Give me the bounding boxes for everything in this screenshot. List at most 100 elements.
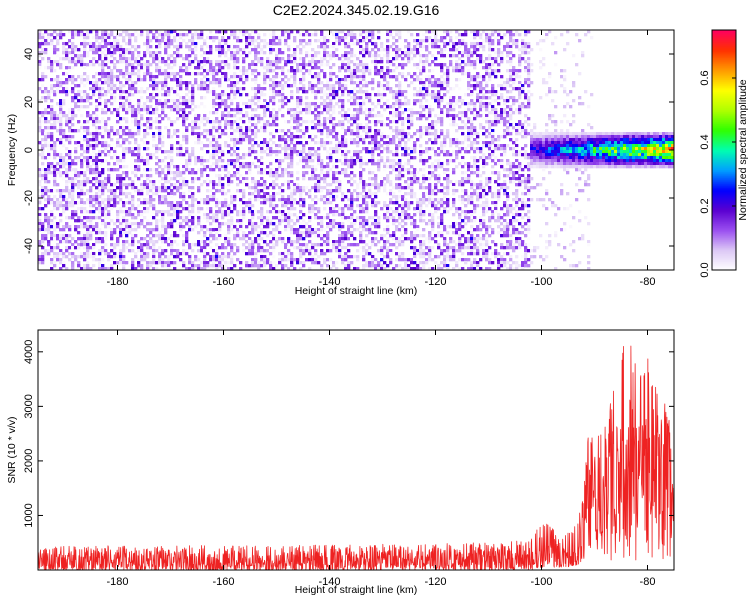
spectrogram-cell [287,156,291,160]
spectrogram-cell [296,135,300,139]
spectrogram-cell [140,117,144,121]
spectrogram-cell [206,120,210,124]
spectrogram-cell [86,30,90,34]
spectrogram-cell [359,78,363,82]
spectrogram-cell [242,102,246,106]
spectrogram-cell [323,102,327,106]
spectrogram-cell [149,222,153,226]
spectrogram-cell [104,147,108,151]
spectrogram-cell [152,54,156,58]
spectrogram-cell [167,168,171,172]
spectrogram-cell [386,33,390,37]
spectrogram-cell [200,225,204,229]
spectrogram-cell [224,117,228,121]
spectrogram-cell [212,183,216,187]
spectrogram-cell [197,66,201,70]
spectrogram-cell [386,228,390,232]
spectrogram-cell [236,36,240,40]
spectrogram-cell [374,114,378,118]
spectrogram-cell [227,126,231,130]
spectrogram-cell [347,174,351,178]
spectrogram-cell [86,120,90,124]
spectrogram-cell [326,234,330,238]
spectrogram-cell [239,165,243,169]
spectrogram-cell [167,186,171,190]
spectrogram-cell [308,141,312,145]
spectrogram-cell [329,159,333,163]
spectrogram-cell [62,90,66,94]
spectrogram-cell [302,87,306,91]
spectrogram-cell [110,96,114,100]
spectrogram-cell [65,90,69,94]
spectrogram-cell [266,120,270,124]
spectrogram-cell [245,30,249,34]
spectrogram-cell [146,105,150,109]
spectrogram-cell [44,213,48,217]
spectrogram-cell [341,60,345,64]
spectrogram-cell [368,246,372,250]
spectrogram-cell [41,72,45,76]
spectrogram-cell [107,33,111,37]
spectrogram-cell [299,78,303,82]
spectrogram-cell [50,123,54,127]
spectrogram-cell [245,114,249,118]
spectrogram-cell [320,141,324,145]
spectrogram-cell [218,225,222,229]
spectrogram-cell [185,252,189,256]
spectrogram-cell [167,153,171,157]
spectrogram-cell [212,162,216,166]
spectrogram-cell [269,162,273,166]
spectrogram-cell [242,57,246,61]
spectrogram-cell [44,132,48,136]
spectrogram-cell [254,141,258,145]
spectrogram-cell [176,168,180,172]
spectrogram-cell [299,87,303,91]
spectrogram-cell [116,219,120,223]
spectrogram-cell [377,72,381,76]
spectrogram-cell [143,90,147,94]
spectrogram-cell [332,45,336,49]
spectrogram-cell [86,231,90,235]
spectrogram-cell [65,54,69,58]
spectrogram-cell [290,84,294,88]
spectrogram-cell [335,75,339,79]
spectrogram-cell [158,255,162,259]
spectrogram-cell [290,201,294,205]
spectrogram-cell [341,108,345,112]
spectrogram-cell [110,198,114,202]
spectrogram-cell [386,147,390,151]
spectrogram-cell [101,249,105,253]
spectrogram-cell [161,60,165,64]
spectrogram-cell [149,240,153,244]
spectrogram-cell [95,222,99,226]
spectrogram-cell [191,219,195,223]
spectrogram-cell [329,249,333,253]
spectrogram-cell [362,240,366,244]
spectrogram-cell [362,78,366,82]
spectrogram-cell [248,132,252,136]
spectrogram-cell [248,135,252,139]
spectrogram-cell [227,255,231,259]
spectrogram-cell [233,93,237,97]
spectrogram-cell [194,42,198,46]
spectrogram-cell [314,153,318,157]
spectrogram-cell [146,120,150,124]
spectrogram-cell [302,57,306,61]
spectrogram-cell [299,207,303,211]
spectrogram-cell [272,84,276,88]
spectrogram-cell [326,249,330,253]
spectrogram-cell [266,63,270,67]
spectrogram-cell [173,207,177,211]
spectrogram-cell [230,267,234,270]
spectrogram-cell [287,60,291,64]
spectrogram-cell [236,213,240,217]
spectrogram-cell [389,69,393,73]
spectrogram-cell [233,153,237,157]
spectrogram-cell [104,120,108,124]
spectrogram-cell [98,78,102,82]
spectrogram-cell [329,207,333,211]
spectrogram-cell [317,228,321,232]
spectrogram-cell [56,90,60,94]
spectrogram-cell [140,159,144,163]
spectrogram-cell [275,225,279,229]
